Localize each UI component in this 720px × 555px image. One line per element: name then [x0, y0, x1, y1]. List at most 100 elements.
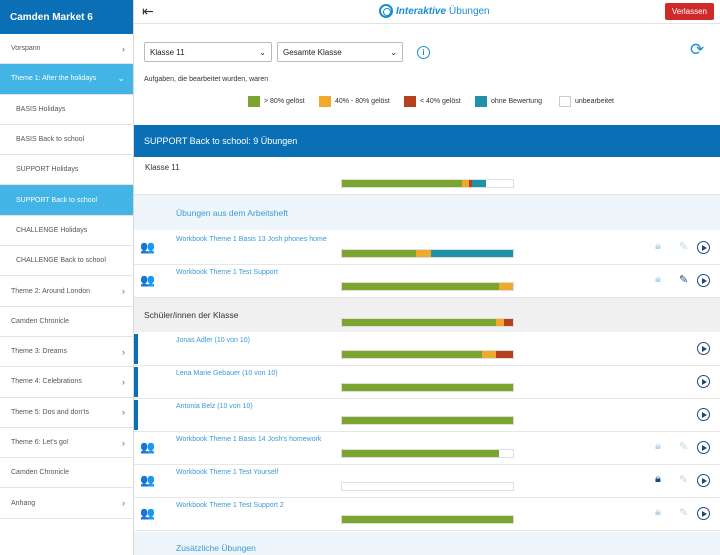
- sidebar-item[interactable]: Theme 5: Dos and don'ts ›: [0, 398, 133, 428]
- exit-button[interactable]: Verlassen: [664, 3, 714, 20]
- sidebar-item[interactable]: Vorspann ›: [0, 34, 133, 65]
- sidebar-item[interactable]: Camden Chronicle: [0, 307, 133, 337]
- assign-users-icon[interactable]: 👥: [140, 506, 155, 520]
- legend-label: < 40% gelöst: [420, 98, 461, 105]
- edit-icon[interactable]: ✎: [679, 441, 689, 453]
- exercise-title[interactable]: Workbook Theme 1 Basis 13 Josh phones ho…: [176, 236, 327, 243]
- sidebar-item-label: BASIS Back to school: [16, 136, 85, 144]
- exercise-title[interactable]: Workbook Theme 1 Test Yourself: [176, 469, 279, 476]
- edit-icon[interactable]: ✎: [679, 241, 689, 253]
- play-icon[interactable]: [697, 441, 710, 454]
- student-row[interactable]: Jonas Adler (10 von 10): [134, 332, 720, 365]
- legend-label: ohne Bewertung: [491, 98, 542, 105]
- sidebar-item[interactable]: Theme 2: Around London ›: [0, 276, 133, 307]
- assign-users-icon[interactable]: 👥: [140, 240, 155, 254]
- progress-bar: [341, 383, 514, 392]
- chevron-icon: ›: [122, 498, 125, 509]
- exercise-row[interactable]: Workbook Theme 1 Test Yourself: [134, 464, 720, 497]
- sidebar-item-label: SUPPORT Back to school: [16, 196, 98, 204]
- student-row[interactable]: Lena Marie Gebauer (10 von 10): [134, 365, 720, 398]
- exercise-row[interactable]: Workbook Theme 1 Basis 13 Josh phones ho…: [134, 231, 720, 264]
- sidebar-item-label: Vorspann: [11, 45, 41, 53]
- lock-icon[interactable]: 🔒︎: [655, 473, 661, 485]
- sidebar-item-label: Anhang: [11, 499, 36, 507]
- play-icon[interactable]: [697, 342, 710, 355]
- lock-icon[interactable]: 🔒︎: [655, 273, 661, 285]
- scope-select[interactable]: Gesamte Klasse ⌄: [277, 42, 403, 62]
- assign-users-icon[interactable]: 👥: [140, 473, 155, 487]
- lock-icon[interactable]: 🔒︎: [655, 240, 661, 252]
- play-icon[interactable]: [697, 274, 710, 287]
- progress-segment-orange: [415, 250, 431, 257]
- play-icon[interactable]: [697, 375, 710, 388]
- exercise-title[interactable]: Workbook Theme 1 Test Support 2: [176, 502, 284, 509]
- progress-segment-white: [342, 483, 513, 490]
- class-select[interactable]: Klasse 11 ⌄: [144, 42, 272, 62]
- assign-users-icon[interactable]: 👥: [140, 440, 155, 454]
- progress-segment-orange: [482, 351, 496, 358]
- edit-icon[interactable]: ✎: [679, 274, 689, 286]
- exercise-title[interactable]: Workbook Theme 1 Basis 14 Josh's homewor…: [176, 436, 322, 443]
- progress-segment-green: [342, 351, 483, 358]
- sidebar-item[interactable]: Anhang ›: [0, 488, 133, 519]
- progress-segment-green: [342, 319, 496, 326]
- lock-icon[interactable]: 🔒︎: [655, 506, 661, 518]
- sidebar-item-label: Theme 6: Let's go!: [11, 439, 69, 446]
- collapse-sidebar-icon[interactable]: ⇤: [142, 3, 154, 19]
- workbook-section: Übungen aus dem Arbeitsheft: [134, 195, 720, 230]
- chevron-icon: ›: [122, 286, 125, 297]
- sidebar-item-label: Camden Chronicle: [11, 469, 69, 477]
- refresh-icon[interactable]: ⟳: [690, 40, 705, 59]
- assign-users-icon[interactable]: 👥: [140, 273, 155, 287]
- class-select-value: Klasse 11: [150, 47, 185, 57]
- sidebar-item[interactable]: Theme 6: Let's go! ›: [0, 428, 133, 459]
- legend-swatch: [475, 96, 487, 107]
- chevron-down-icon: ⌄: [259, 47, 266, 57]
- chevron-icon: ›: [122, 346, 125, 357]
- logo-icon: [379, 4, 393, 18]
- edit-icon[interactable]: ✎: [679, 507, 689, 519]
- edit-icon[interactable]: ✎: [679, 474, 689, 486]
- play-icon[interactable]: [697, 241, 710, 254]
- sidebar-item[interactable]: Theme 4: Celebrations ›: [0, 367, 133, 398]
- sidebar-item[interactable]: CHALLENGE Holidays: [0, 216, 133, 247]
- exercise-row[interactable]: Workbook Theme 1 Basis 14 Josh's homewor…: [134, 431, 720, 464]
- progress-segment-red: [495, 351, 513, 358]
- info-icon[interactable]: i: [417, 46, 430, 59]
- legend-item: 40% - 80% gelöst: [319, 96, 390, 107]
- sidebar-item[interactable]: BASIS Holidays: [0, 95, 133, 125]
- student-name[interactable]: Jonas Adler (10 von 10): [176, 337, 250, 344]
- legend-item: > 80% gelöst: [248, 96, 305, 107]
- student-name[interactable]: Lena Marie Gebauer (10 von 10): [176, 370, 278, 377]
- sidebar-item-label: SUPPORT Holidays: [16, 166, 79, 174]
- sidebar-nav: Vorspann › Theme 1: After the holidays ⌄ BAS…: [0, 34, 133, 519]
- lock-icon[interactable]: 🔒︎: [655, 440, 661, 452]
- play-icon[interactable]: [697, 507, 710, 520]
- exercise-row[interactable]: Workbook Theme 1 Test Support 2: [134, 497, 720, 530]
- sidebar-item[interactable]: SUPPORT Holidays: [0, 155, 133, 186]
- exercise-title[interactable]: Workbook Theme 1 Test Support: [176, 269, 278, 276]
- chevron-icon: ›: [122, 376, 125, 387]
- play-icon[interactable]: [697, 408, 710, 421]
- chevron-icon: ›: [122, 43, 125, 54]
- student-marker: [134, 400, 138, 430]
- student-row[interactable]: Antonia Belz (10 von 10): [134, 398, 720, 431]
- progress-segment-orange: [499, 283, 513, 290]
- play-icon[interactable]: [697, 474, 710, 487]
- sidebar-item[interactable]: CHALLENGE Back to school: [0, 246, 133, 277]
- sidebar-item[interactable]: SUPPORT Back to school: [0, 185, 133, 216]
- chevron-icon: ⌄: [117, 73, 125, 84]
- students-progress-bar: [341, 318, 514, 327]
- student-name[interactable]: Antonia Belz (10 von 10): [176, 403, 253, 410]
- progress-segment-teal: [471, 180, 486, 187]
- sidebar-item[interactable]: Theme 3: Dreams ›: [0, 337, 133, 368]
- progress-segment-green: [342, 250, 416, 257]
- sidebar-item[interactable]: Theme 1: After the holidays ⌄: [0, 64, 133, 95]
- sidebar-item[interactable]: BASIS Back to school: [0, 125, 133, 156]
- sidebar-item[interactable]: Camden Chronicle: [0, 458, 133, 489]
- progress-segment-orange: [461, 180, 469, 187]
- legend-label: unbearbeitet: [575, 98, 614, 105]
- legend-swatch: [404, 96, 416, 107]
- legend-item: unbearbeitet: [559, 96, 614, 107]
- exercise-row[interactable]: Workbook Theme 1 Test Support: [134, 264, 720, 297]
